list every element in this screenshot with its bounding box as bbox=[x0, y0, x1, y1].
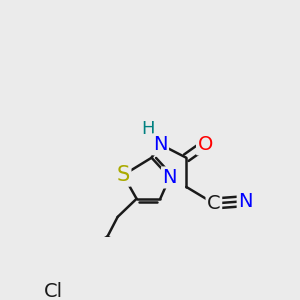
Text: Cl: Cl bbox=[44, 282, 63, 300]
Text: N: N bbox=[163, 168, 177, 187]
Text: C: C bbox=[207, 194, 221, 213]
Text: O: O bbox=[197, 135, 213, 154]
Text: N: N bbox=[238, 192, 253, 211]
Text: S: S bbox=[117, 165, 130, 185]
Text: N: N bbox=[153, 135, 167, 154]
Text: H: H bbox=[142, 120, 155, 138]
